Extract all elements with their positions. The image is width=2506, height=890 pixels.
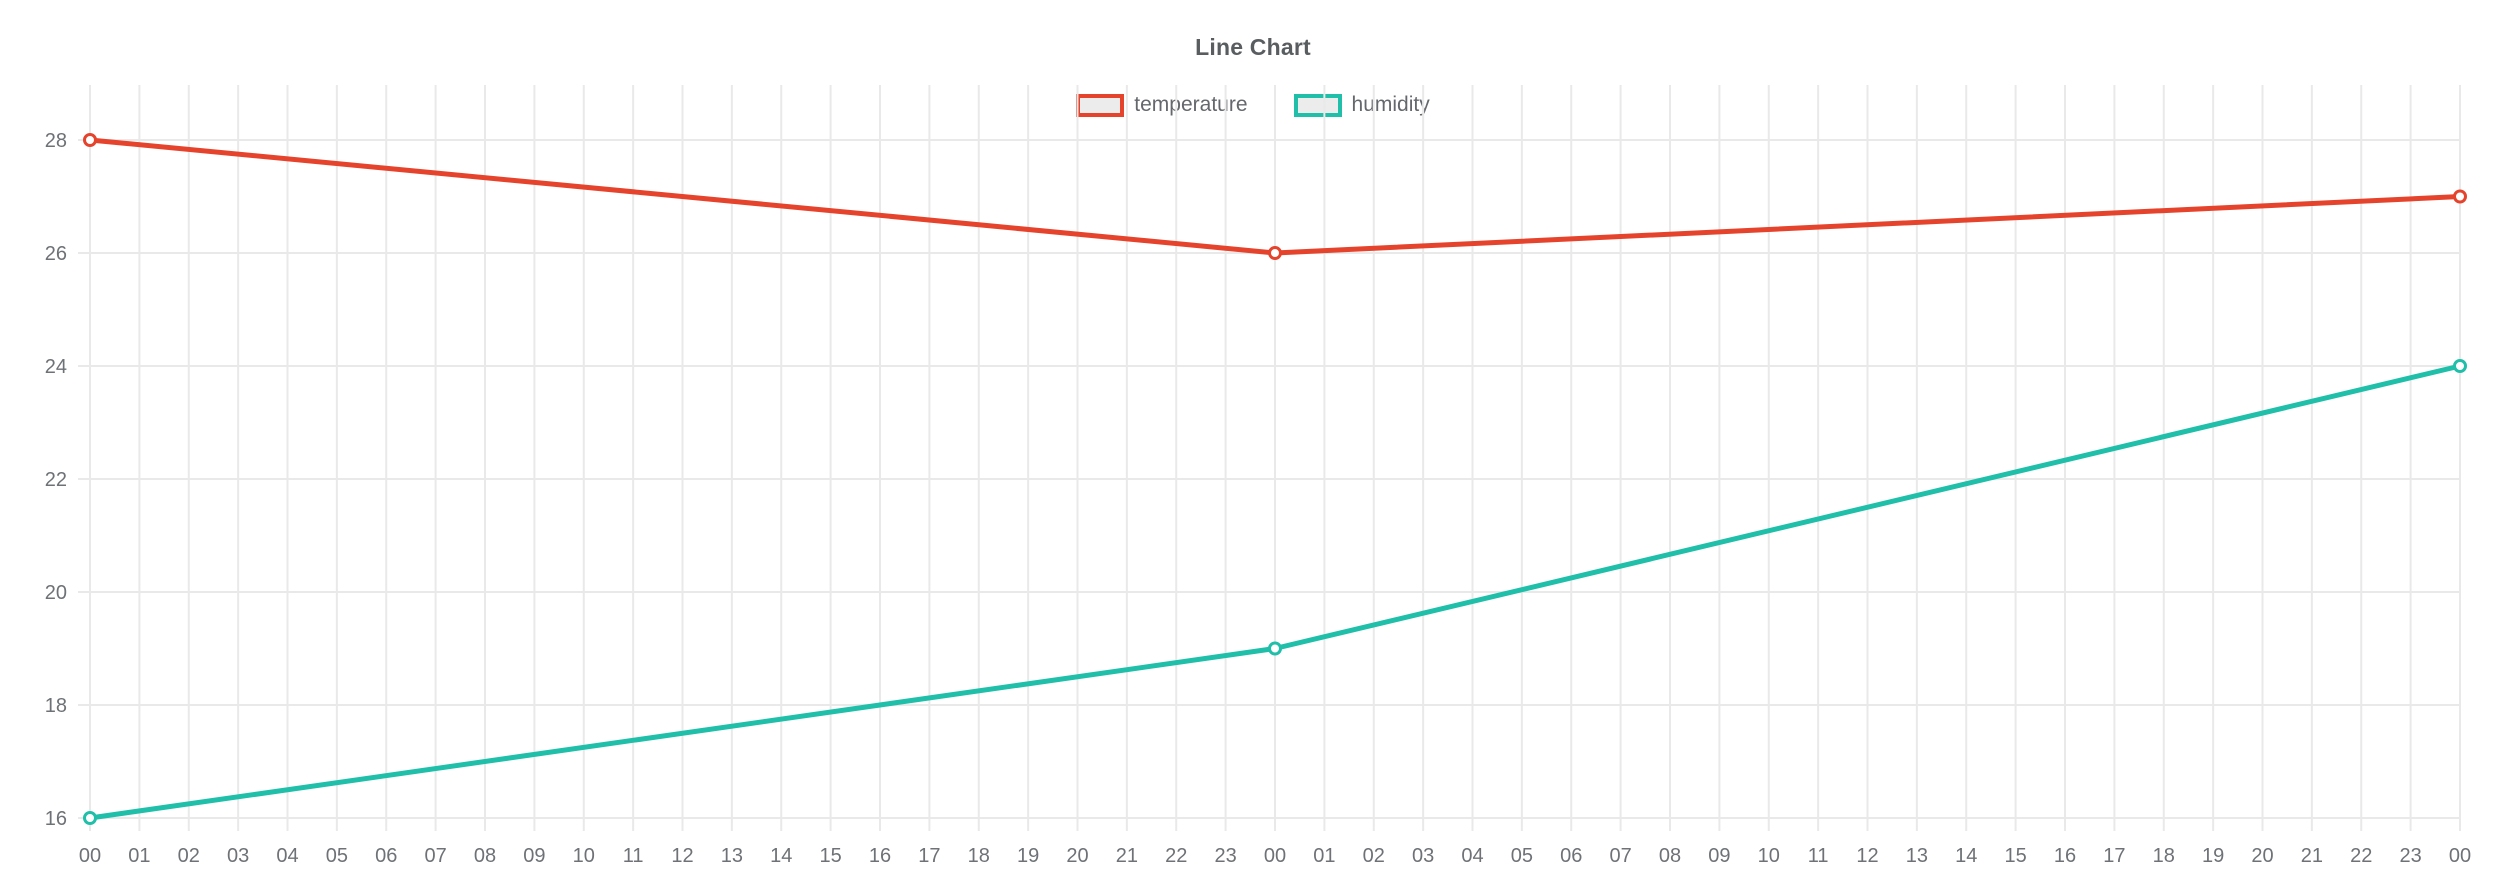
- x-tick-label: 06: [375, 845, 397, 867]
- x-tick-label: 22: [2350, 845, 2372, 867]
- y-tick-label: 18: [45, 695, 67, 717]
- legend-item-temperature[interactable]: temperature: [1076, 93, 1248, 117]
- y-tick-label: 24: [45, 356, 67, 378]
- series-temperature-markers: [83, 133, 2467, 260]
- x-tick-label: 19: [1017, 845, 1039, 867]
- x-tick-label: 04: [1461, 845, 1483, 867]
- x-tick-label: 18: [968, 845, 990, 867]
- x-tick-label: 12: [671, 845, 693, 867]
- x-tick-label: 21: [1116, 845, 1138, 867]
- x-tick-label: 02: [178, 845, 200, 867]
- grid-vertical-lines: [89, 85, 2461, 831]
- x-tick-label: 10: [573, 845, 595, 867]
- y-tick-label: 28: [45, 130, 67, 152]
- x-tick-label: 07: [425, 845, 447, 867]
- x-tick-label: 22: [1165, 845, 1187, 867]
- y-axis-labels: 16 18 20 22 24 26 28: [45, 130, 67, 830]
- x-tick-label: 17: [2103, 845, 2125, 867]
- x-tick-label: 00: [2449, 845, 2471, 867]
- x-tick-label: 14: [770, 845, 792, 867]
- x-tick-label: 12: [1856, 845, 1878, 867]
- x-axis-labels: 00 01 02 03 04 05 06 07 08 09 10 11 12 13 14 15 16 17 18 19…: [79, 845, 2471, 867]
- chart-legend: temperature humidity: [0, 93, 2506, 117]
- temperature-data-point-48: [2453, 189, 2467, 204]
- temperature-legend-label: temperature: [1134, 93, 1248, 116]
- y-tick-label: 26: [45, 243, 67, 265]
- temperature-data-point-24: [1268, 246, 1282, 260]
- x-tick-label: 05: [1511, 845, 1533, 867]
- x-tick-label: 00: [1264, 845, 1286, 867]
- x-tick-label: 17: [918, 845, 940, 867]
- x-tick-label: 13: [1906, 845, 1928, 867]
- x-tick-label: 23: [1215, 845, 1237, 867]
- x-tick-label: 06: [1560, 845, 1582, 867]
- x-tick-label: 18: [2153, 845, 2175, 867]
- x-tick-label: 14: [1955, 845, 1977, 867]
- humidity-data-point-24: [1268, 641, 1282, 656]
- x-tick-label: 03: [227, 845, 249, 867]
- x-tick-label: 16: [2054, 845, 2076, 867]
- x-tick-label: 08: [1659, 845, 1681, 867]
- x-tick-label: 09: [1708, 845, 1730, 867]
- y-tick-label: 16: [45, 808, 67, 830]
- x-tick-label: 03: [1412, 845, 1434, 867]
- y-tick-label: 22: [45, 469, 67, 491]
- x-tick-label: 20: [1066, 845, 1088, 867]
- x-tick-label: 07: [1610, 845, 1632, 867]
- x-tick-label: 08: [474, 845, 496, 867]
- temperature-data-point-0: [83, 133, 97, 147]
- series-humidity-markers: [83, 359, 2467, 825]
- x-tick-label: 13: [721, 845, 743, 867]
- x-tick-label: 20: [2251, 845, 2273, 867]
- x-tick-label: 19: [2202, 845, 2224, 867]
- x-tick-label: 11: [623, 845, 644, 867]
- humidity-legend-label: humidity: [1351, 93, 1430, 116]
- x-tick-label: 04: [276, 845, 298, 867]
- y-tick-label: 20: [45, 582, 67, 604]
- chart-title: Line Chart: [1195, 34, 1311, 60]
- x-tick-label: 01: [1313, 845, 1335, 867]
- x-tick-label: 00: [79, 845, 101, 867]
- x-tick-label: 01: [128, 845, 150, 867]
- x-tick-label: 21: [2301, 845, 2323, 867]
- x-tick-label: 23: [2400, 845, 2422, 867]
- humidity-data-point-0: [83, 811, 97, 825]
- x-tick-label: 16: [869, 845, 891, 867]
- legend-item-humidity[interactable]: humidity: [1293, 93, 1430, 117]
- humidity-legend-swatch-icon: [1293, 93, 1342, 117]
- x-tick-label: 09: [523, 845, 545, 867]
- x-tick-label: 02: [1363, 845, 1385, 867]
- x-tick-label: 15: [2005, 845, 2027, 867]
- x-tick-label: 11: [1808, 845, 1829, 867]
- humidity-data-point-48: [2453, 359, 2467, 373]
- x-tick-label: 10: [1758, 845, 1780, 867]
- x-tick-label: 15: [820, 845, 842, 867]
- x-tick-label: 05: [326, 845, 348, 867]
